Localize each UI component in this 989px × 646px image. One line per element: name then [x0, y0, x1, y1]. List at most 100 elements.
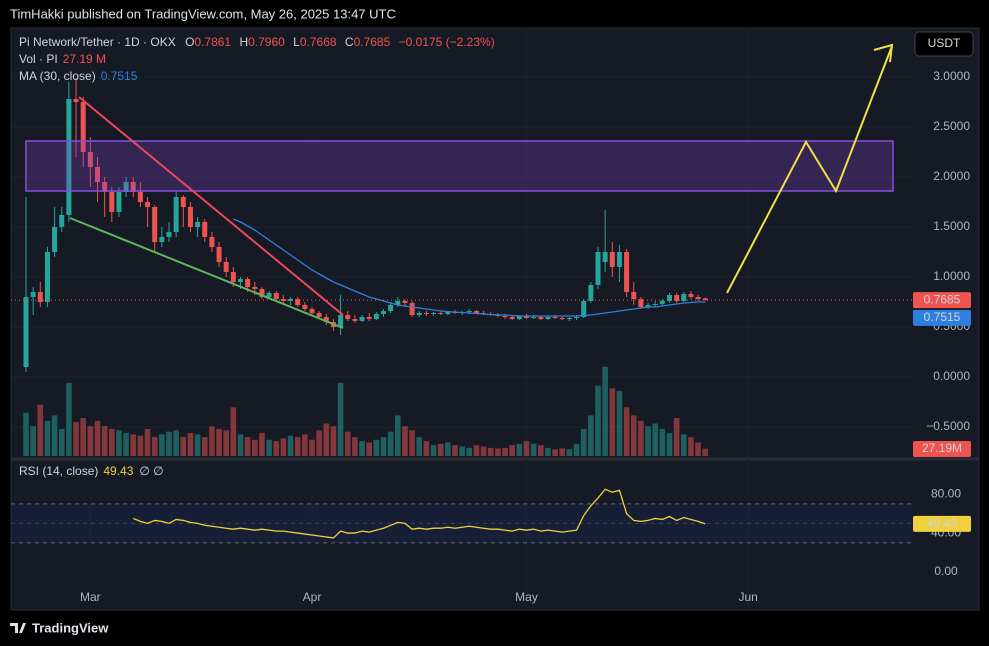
volume-bar: [487, 447, 494, 456]
volume-bar: [201, 437, 208, 456]
y-tick-label: 1.5000: [933, 219, 970, 233]
candle-body: [152, 207, 158, 242]
y-tick-label: 2.0000: [933, 169, 970, 183]
candle-body: [509, 317, 515, 319]
candle-body: [238, 279, 243, 282]
volume-bar: [380, 437, 387, 456]
volume-bar: [330, 426, 337, 456]
volume-bar: [30, 426, 36, 456]
candle-body: [431, 313, 437, 314]
candle-body: [531, 317, 537, 318]
volume-bar: [573, 443, 580, 456]
candle-body: [609, 252, 615, 267]
trend-line-lower: [69, 217, 344, 329]
candle-body: [638, 299, 644, 307]
candle-body: [402, 301, 408, 303]
volume-bar: [259, 433, 265, 456]
plot: −0.50000.00000.50001.00001.50002.00002.5…: [11, 28, 971, 610]
candle-body: [23, 297, 29, 367]
candle-body: [302, 305, 308, 309]
currency-button[interactable]: [914, 31, 974, 57]
volume-bar: [681, 434, 687, 456]
currency: USDT: [928, 36, 961, 50]
candle-body: [466, 311, 472, 312]
volume-bar: [309, 439, 315, 456]
volume-bar: [673, 418, 680, 456]
candle-body: [381, 311, 386, 314]
volume-bar: [495, 448, 501, 456]
candle-body: [581, 301, 587, 317]
volume-bar: [344, 431, 351, 456]
candle-body: [352, 319, 358, 321]
candle-body: [123, 182, 129, 192]
volume-bar: [159, 434, 165, 456]
ma-legend: MA (30, close) 0.7515: [19, 69, 138, 83]
candle-body: [288, 299, 294, 301]
candle-body: [645, 305, 651, 307]
rsi-tick-label: 0.00: [934, 564, 958, 578]
volume-bar: [559, 448, 566, 456]
candle-body: [87, 152, 93, 167]
x-tick-label: May: [515, 590, 538, 604]
y-tick-label: 1.0000: [933, 269, 970, 283]
ma-label: MA (30, close): [19, 69, 96, 83]
candle-body: [202, 222, 208, 237]
volume-bar: [402, 426, 408, 456]
volume-bar: [638, 420, 644, 456]
candle-body: [80, 102, 86, 152]
volume-bar: [37, 404, 44, 456]
rsi-line: [133, 488, 706, 539]
candle-body: [524, 316, 529, 318]
volume-bar: [137, 435, 144, 456]
volume-bar: [280, 438, 287, 456]
volume-bar: [545, 447, 551, 456]
candle-body: [173, 197, 179, 232]
candle-body: [445, 312, 451, 314]
x-tick-label: Mar: [80, 590, 101, 604]
volume-bar: [437, 443, 444, 456]
candle-body: [423, 313, 429, 314]
candle-body: [702, 298, 708, 301]
y-tick-label: −0.5000: [926, 419, 970, 433]
volume-bar: [173, 430, 179, 456]
volume-bar: [602, 366, 608, 456]
candle-body: [316, 313, 322, 317]
candle-body: [273, 293, 279, 299]
volume-bar: [659, 428, 666, 456]
candle-body: [66, 99, 72, 215]
volume-bar: [58, 428, 65, 456]
candle-body: [137, 192, 143, 202]
h-value: 0.7960: [248, 35, 285, 49]
candle-body: [595, 252, 601, 285]
volume-bar: [51, 415, 58, 456]
volume-bar: [252, 439, 258, 456]
volume-bar: [359, 441, 365, 456]
candle-body: [674, 295, 680, 301]
volume-bar: [337, 382, 344, 456]
volume-bar: [209, 426, 215, 456]
o-value: 0.7861: [194, 35, 231, 49]
candle-body: [574, 317, 580, 318]
candle-body: [230, 272, 236, 282]
x-tick-label: Apr: [303, 590, 322, 604]
volume-bar: [194, 434, 201, 456]
candle-body: [359, 317, 365, 321]
volume-bar: [73, 422, 79, 456]
projection-arrowhead: [873, 43, 894, 63]
volume-bar: [409, 430, 415, 456]
ma-value: 0.7515: [101, 69, 138, 83]
candle-body: [588, 285, 594, 301]
candle-body: [295, 299, 301, 305]
volume-bar: [666, 433, 673, 456]
candle-body: [37, 292, 43, 302]
volume-bar: [373, 439, 380, 456]
volume-bar: [101, 426, 108, 456]
volume-bar: [387, 431, 394, 456]
volume-bar: [287, 435, 294, 456]
candle-body: [180, 197, 186, 207]
candle-body: [209, 237, 215, 247]
candle-body: [195, 222, 201, 227]
brand: TradingView: [32, 620, 109, 635]
last-price-badge-bg: [913, 292, 971, 309]
